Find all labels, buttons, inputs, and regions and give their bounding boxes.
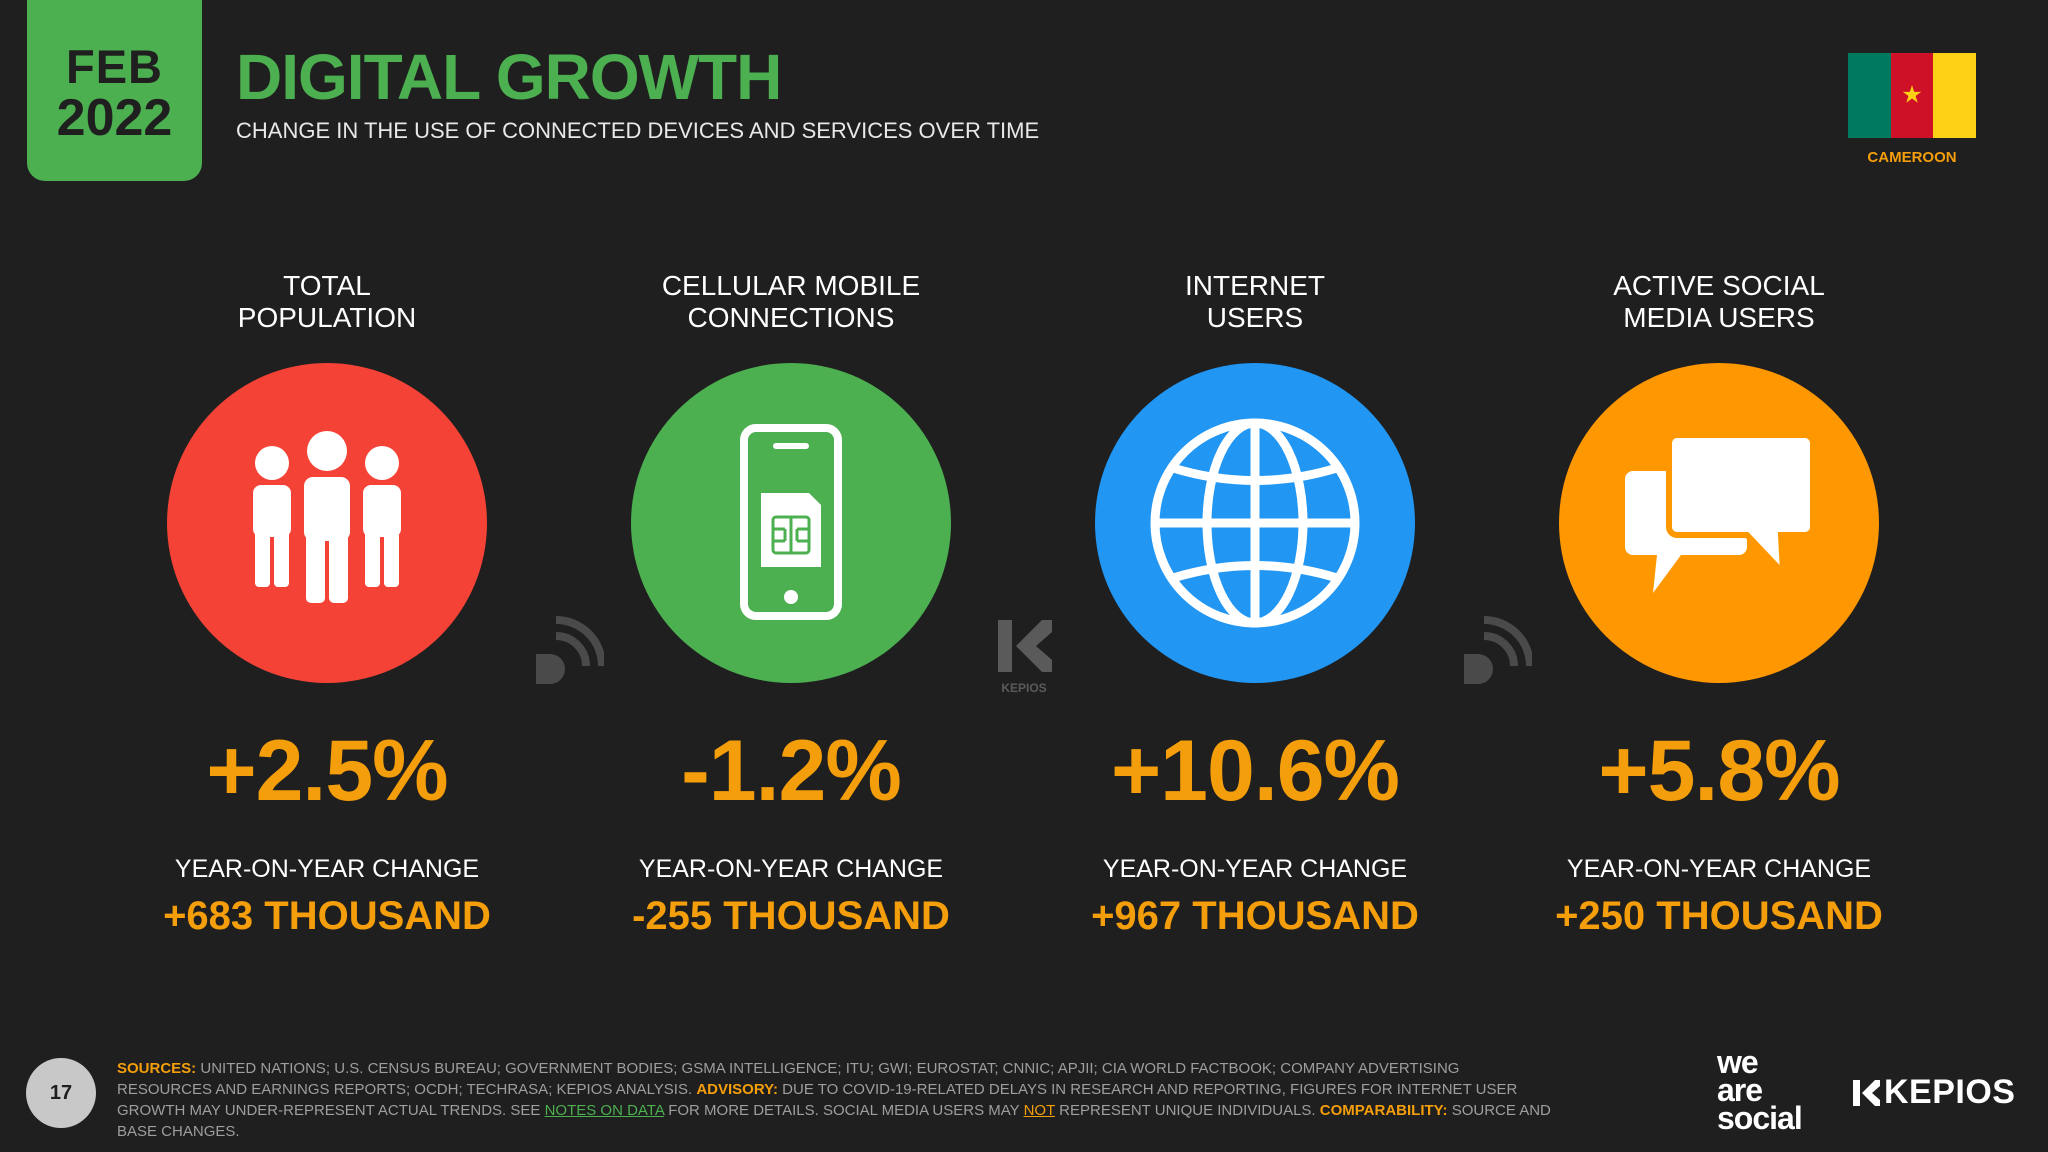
stat-label-line2: POPULATION xyxy=(237,302,417,333)
sources-text: UNITED NATIONS; U.S. CENSUS BUREAU; GOVE… xyxy=(117,1060,1460,1098)
stat-label-line1: TOTAL xyxy=(283,270,371,301)
speech-bubbles-icon xyxy=(1625,432,1816,593)
kepios-logo-icon xyxy=(1853,1079,1880,1106)
logo-line-social: social xyxy=(1717,1100,1803,1136)
cameroon-flag-icon: ★ xyxy=(1848,53,1977,138)
stat-abs-change: +683 THOUSAND xyxy=(163,894,491,938)
stat-pct-change: +10.6% xyxy=(1110,723,1400,819)
stat-label-line1: CELLULAR MOBILE xyxy=(661,270,921,301)
date-badge: FEB 2022 xyxy=(27,0,202,181)
stat-internet-users: INTERNET USERS +10.6% YEAR-ON-YEAR CHANG… xyxy=(1045,270,1465,939)
globe-icon xyxy=(1150,418,1360,628)
country-label: CAMEROON xyxy=(1867,149,1957,166)
advisory-text-3: REPRESENT UNIQUE INDIVIDUALS. xyxy=(1054,1102,1320,1119)
page-subtitle: CHANGE IN THE USE OF CONNECTED DEVICES A… xyxy=(236,118,1040,143)
logo-line-we: we xyxy=(1717,1044,1759,1080)
stat-label-line2: USERS xyxy=(1206,302,1304,333)
stat-abs-change: +250 THOUSAND xyxy=(1555,894,1883,938)
notes-on-data-link[interactable]: NOTES ON DATA xyxy=(544,1102,665,1119)
stat-label-line2: MEDIA USERS xyxy=(1623,302,1815,333)
stat-abs-change: +967 THOUSAND xyxy=(1091,894,1419,938)
datareportal-watermark-icon xyxy=(1456,614,1534,695)
kepios-logo-text: KEPIOS xyxy=(1884,1073,2016,1111)
sources-note: SOURCES: UNITED NATIONS; U.S. CENSUS BUR… xyxy=(117,1058,1557,1142)
mobile-phone-icon xyxy=(740,424,842,620)
stat-pct-change: +5.8% xyxy=(1598,723,1840,819)
stat-active-social-media-users: ACTIVE SOCIAL MEDIA USERS +5.8% YEAR-ON-… xyxy=(1509,270,1929,939)
page-number: 17 xyxy=(26,1058,96,1128)
stat-total-population: TOTAL POPULATION +2.5% YEAR-ON-YEAR CHAN… xyxy=(117,270,537,939)
date-month: FEB xyxy=(66,39,163,93)
advisory-label: ADVISORY: xyxy=(696,1081,778,1098)
flag-stripe-yellow xyxy=(1933,53,1977,138)
stat-label: CELLULAR MOBILE CONNECTIONS xyxy=(581,270,1001,340)
stat-label-line2: CONNECTIONS xyxy=(687,302,895,333)
stat-yoy-label: YEAR-ON-YEAR CHANGE xyxy=(1102,855,1408,883)
stat-yoy-label: YEAR-ON-YEAR CHANGE xyxy=(638,855,944,883)
kepios-watermark-icon xyxy=(998,620,1052,672)
stat-circle xyxy=(1559,363,1879,683)
logo-line-are: are xyxy=(1717,1072,1763,1108)
stat-cellular-mobile-connections: CELLULAR MOBILE CONNECTIONS -1.2% YEAR-O… xyxy=(581,270,1001,939)
stat-label: ACTIVE SOCIAL MEDIA USERS xyxy=(1509,270,1929,340)
stat-yoy-label: YEAR-ON-YEAR CHANGE xyxy=(174,855,480,883)
flag-stripe-green xyxy=(1848,53,1891,138)
advisory-text: DUE TO COVID-19-RELATED DELAYS IN RESEAR… xyxy=(117,1081,1518,1119)
sources-label: SOURCES: xyxy=(117,1060,197,1077)
stat-label: INTERNET USERS xyxy=(1045,270,1465,340)
stat-circle xyxy=(631,363,951,683)
not-word: NOT xyxy=(1023,1102,1055,1119)
stat-pct-change: +2.5% xyxy=(206,723,448,819)
kepios-watermark-label: KEPIOS xyxy=(1001,681,1047,695)
people-icon xyxy=(253,431,401,603)
kepios-logo: KEPIOS xyxy=(1852,1073,2015,1112)
comparability-label: COMPARABILITY: xyxy=(1319,1102,1448,1119)
flag-star-icon: ★ xyxy=(1901,81,1923,109)
kepios-watermark: KEPIOS xyxy=(996,618,1052,695)
stat-yoy-label: YEAR-ON-YEAR CHANGE xyxy=(1566,855,1872,883)
stat-label-line1: ACTIVE SOCIAL xyxy=(1613,270,1825,301)
stat-circle xyxy=(1095,363,1415,683)
comparability-text: SOURCE AND BASE CHANGES. xyxy=(117,1102,1551,1140)
we-are-social-logo: we are social xyxy=(1717,1044,1803,1136)
stat-abs-change: -255 THOUSAND xyxy=(632,894,950,938)
datareportal-watermark-icon xyxy=(528,614,606,695)
advisory-text-2: FOR MORE DETAILS. SOCIAL MEDIA USERS MAY xyxy=(664,1102,1024,1119)
stat-label: TOTAL POPULATION xyxy=(117,270,537,340)
stat-pct-change: -1.2% xyxy=(681,723,902,819)
stat-label-line1: INTERNET xyxy=(1185,270,1325,301)
flag-stripe-red: ★ xyxy=(1890,53,1934,138)
page-title: DIGITAL GROWTH xyxy=(236,41,782,113)
stat-circle xyxy=(167,363,487,683)
date-year: 2022 xyxy=(56,88,173,147)
